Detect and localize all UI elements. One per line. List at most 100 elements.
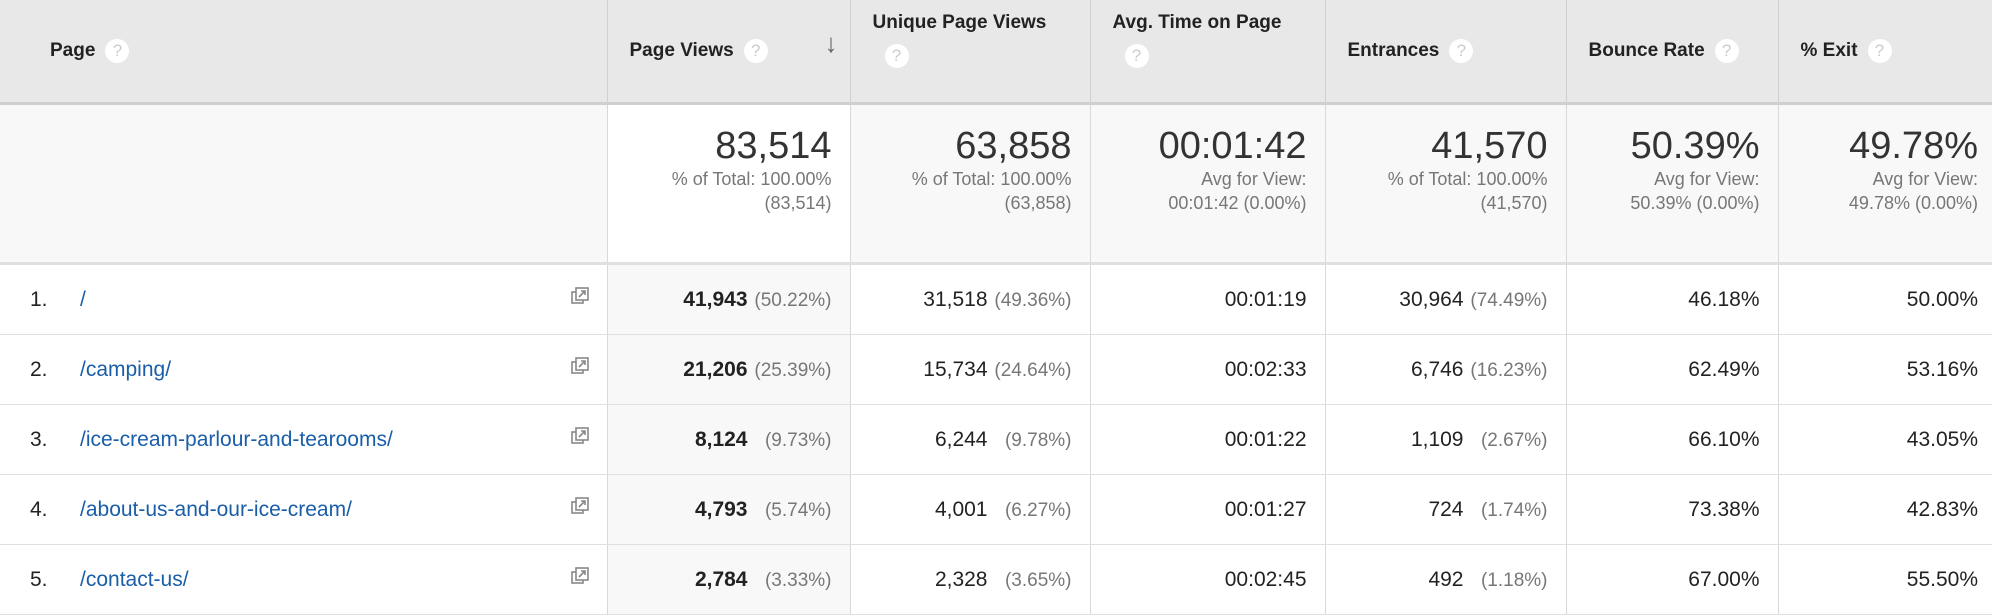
summary-value: 63,858 <box>955 125 1072 167</box>
entrances-value: 30,964 <box>1399 287 1464 311</box>
header-label: Page Views <box>629 40 734 62</box>
sort-descending-icon[interactable]: ↓ <box>824 28 838 58</box>
avg-time-cell: 00:01:22 <box>1090 404 1326 475</box>
page-views-cell: 21,206 (25.39%) <box>607 334 851 405</box>
header-row: Page? Page Views? ↓ Unique Page Views? Av… <box>0 0 1992 105</box>
header-label: Unique Page Views <box>872 12 1047 33</box>
table-row: 5. /contact-us/ 2,784 (3.33%) 2,328 (3.65%)… <box>0 544 1992 615</box>
open-in-new-window-icon[interactable] <box>570 357 589 375</box>
entrances-cell: 724 (1.74%) <box>1325 474 1567 545</box>
summary-value: 50.39% <box>1630 125 1760 167</box>
bounce-rate-cell: 46.18% <box>1566 263 1779 335</box>
unique-page-views-value: 2,328 <box>934 567 988 591</box>
page-views-percent: (3.33%) <box>764 569 832 591</box>
page-cell: 4. /about-us-and-our-ice-cream/ <box>0 474 608 545</box>
page-link[interactable]: /contact-us/ <box>80 567 189 591</box>
entrances-cell: 1,109 (2.67%) <box>1325 404 1567 475</box>
header-bounce-rate[interactable]: Bounce Rate? <box>1566 0 1779 105</box>
page-link[interactable]: /about-us-and-our-ice-cream/ <box>80 497 352 521</box>
row-index: 3. <box>30 427 48 451</box>
page-views-value: 21,206 <box>683 357 748 381</box>
help-icon[interactable]: ? <box>1124 44 1149 68</box>
header-page-views[interactable]: Page Views? ↓ <box>607 0 851 105</box>
help-icon[interactable]: ? <box>884 44 909 68</box>
entrances-cell: 6,746 (16.23%) <box>1325 334 1567 405</box>
summary-line2: (83,514) <box>764 193 832 213</box>
table-row: 1. / 41,943 (50.22%) 31,518 (49.36%) 00:01:… <box>0 263 1992 335</box>
entrances-cell: 492 (1.18%) <box>1325 544 1567 615</box>
bounce-rate-cell: 62.49% <box>1566 334 1779 405</box>
page-link[interactable]: / <box>80 287 86 311</box>
summary-line2: 00:01:42 (0.00%) <box>1168 193 1307 213</box>
summary-line2: 50.39% (0.00%) <box>1630 193 1760 213</box>
unique-page-views-value: 31,518 <box>923 287 988 311</box>
unique-page-views-value: 15,734 <box>923 357 988 381</box>
summary-value: 41,570 <box>1431 125 1548 167</box>
page-views-value: 41,943 <box>683 287 748 311</box>
summary-value: 49.78% <box>1849 125 1978 167</box>
page-views-value: 2,784 <box>694 567 748 591</box>
header-label: Entrances <box>1347 40 1440 62</box>
bounce-rate-cell: 67.00% <box>1566 544 1779 615</box>
summary-line1: Avg for View: <box>1872 169 1978 189</box>
unique-page-views-value: 4,001 <box>934 497 988 521</box>
page-views-percent: (50.22%) <box>754 289 832 311</box>
avg-time-cell: 00:02:33 <box>1090 334 1326 405</box>
exit-cell: 55.50% <box>1778 544 1992 615</box>
entrances-percent: (1.74%) <box>1480 499 1548 521</box>
unique-page-views-percent: (6.27%) <box>1004 499 1072 521</box>
help-icon[interactable]: ? <box>105 39 130 63</box>
page-cell: 1. / <box>0 263 608 335</box>
unique-page-views-cell: 31,518 (49.36%) <box>850 263 1091 335</box>
entrances-value: 492 <box>1428 567 1464 591</box>
row-index: 4. <box>30 497 48 521</box>
open-in-new-window-icon[interactable] <box>570 427 589 445</box>
page-cell: 5. /contact-us/ <box>0 544 608 615</box>
summary-avg-time: 00:01:42 Avg for View: 00:01:42 (0.00%) <box>1090 103 1326 265</box>
bounce-rate-cell: 66.10% <box>1566 404 1779 475</box>
summary-line1: % of Total: 100.00% <box>671 169 832 189</box>
bounce-rate-cell: 73.38% <box>1566 474 1779 545</box>
header-unique-page-views[interactable]: Unique Page Views? <box>850 0 1091 105</box>
entrances-value: 724 <box>1428 497 1464 521</box>
page-views-value: 4,793 <box>694 497 748 521</box>
help-icon[interactable]: ? <box>1714 39 1739 63</box>
header-exit[interactable]: % Exit? <box>1778 0 1992 105</box>
summary-row: 83,514 % of Total: 100.00% (83,514) 63,85… <box>0 103 1992 265</box>
entrances-cell: 30,964 (74.49%) <box>1325 263 1567 335</box>
open-in-new-window-icon[interactable] <box>570 287 589 305</box>
exit-cell: 53.16% <box>1778 334 1992 405</box>
row-index: 2. <box>30 357 48 381</box>
help-icon[interactable]: ? <box>743 39 768 63</box>
summary-entrances: 41,570 % of Total: 100.00% (41,570) <box>1325 103 1567 265</box>
header-label: % Exit <box>1800 40 1858 62</box>
row-index: 5. <box>30 567 48 591</box>
page-link[interactable]: /ice-cream-parlour-and-tearooms/ <box>80 427 393 451</box>
summary-line1: Avg for View: <box>1654 169 1760 189</box>
summary-line1: Avg for View: <box>1201 169 1307 189</box>
header-label: Avg. Time on Page <box>1112 12 1282 33</box>
entrances-value: 6,746 <box>1410 357 1464 381</box>
open-in-new-window-icon[interactable] <box>570 567 589 585</box>
header-page[interactable]: Page? <box>0 0 608 105</box>
summary-bounce-rate: 50.39% Avg for View: 50.39% (0.00%) <box>1566 103 1779 265</box>
page-views-percent: (9.73%) <box>764 429 832 451</box>
header-avg-time[interactable]: Avg. Time on Page? <box>1090 0 1326 105</box>
page-link[interactable]: /camping/ <box>80 357 172 381</box>
exit-cell: 42.83% <box>1778 474 1992 545</box>
entrances-percent: (16.23%) <box>1470 359 1548 381</box>
exit-cell: 43.05% <box>1778 404 1992 475</box>
summary-line2: 49.78% (0.00%) <box>1848 193 1978 213</box>
open-in-new-window-icon[interactable] <box>570 497 589 515</box>
help-icon[interactable]: ? <box>1867 39 1892 63</box>
entrances-percent: (74.49%) <box>1470 289 1548 311</box>
header-label: Page <box>50 40 96 62</box>
unique-page-views-percent: (24.64%) <box>994 359 1072 381</box>
header-entrances[interactable]: Entrances? <box>1325 0 1567 105</box>
page-views-percent: (25.39%) <box>754 359 832 381</box>
summary-unique-page-views: 63,858 % of Total: 100.00% (63,858) <box>850 103 1091 265</box>
avg-time-cell: 00:01:27 <box>1090 474 1326 545</box>
row-index: 1. <box>30 287 48 311</box>
help-icon[interactable]: ? <box>1449 39 1474 63</box>
